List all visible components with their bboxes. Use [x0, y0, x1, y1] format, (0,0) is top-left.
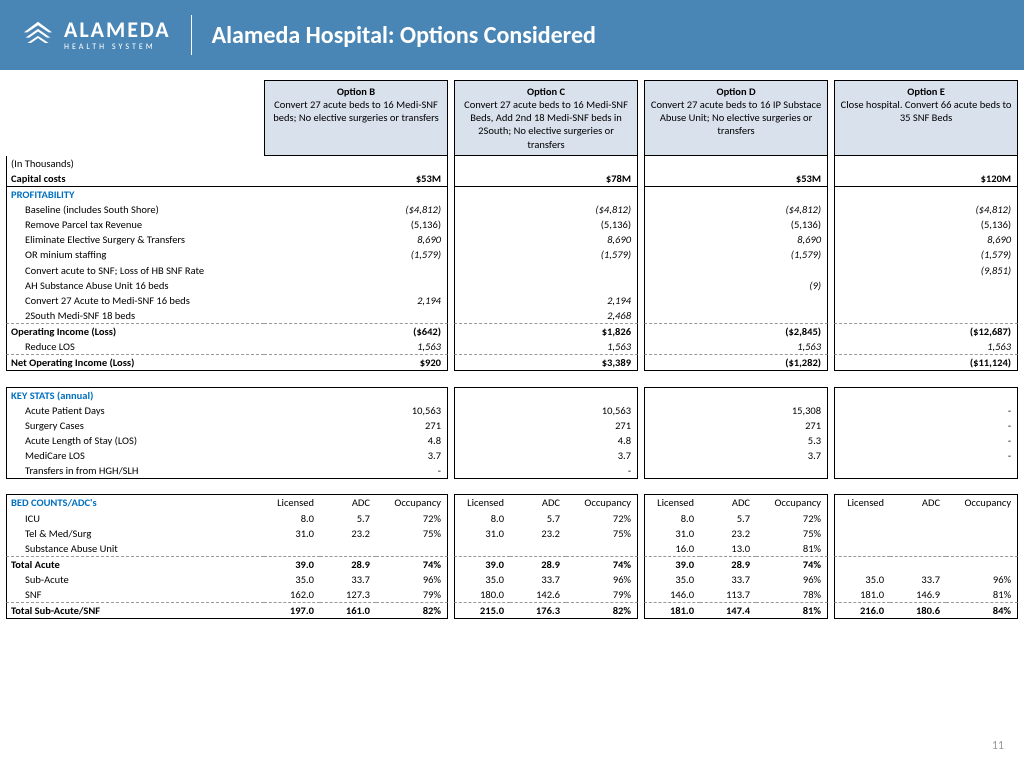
- ah-sub-row: AH Substance Abuse Unit 16 beds: [6, 278, 264, 293]
- netop-row: Net Operating Income (Loss): [6, 355, 264, 371]
- brand-logo: ALAMEDA HEALTH SYSTEM: [20, 19, 171, 51]
- option-c-header: Option CConvert 27 acute beds to 16 Medi…: [454, 80, 638, 156]
- tms-row: Tel & Med/Surg: [6, 526, 264, 541]
- transfers-row: Transfers in from HGH/SLH: [6, 463, 264, 479]
- conv27-row: Convert 27 Acute to Medi-SNF 16 beds: [6, 293, 264, 308]
- capital-costs: Capital costs: [6, 171, 264, 187]
- snf-row: SNF: [6, 587, 264, 603]
- content-area: Option BConvert 27 acute beds to 16 Medi…: [0, 70, 1024, 619]
- opinc-row: Operating Income (Loss): [6, 324, 264, 339]
- elective-row: Eliminate Elective Surgery & Transfers: [6, 232, 264, 247]
- option-d-header: Option DConvert 27 acute beds to 16 IP S…: [644, 80, 828, 156]
- parcel-row: Remove Parcel tax Revenue: [6, 217, 264, 232]
- ormin-row: OR minium staffing: [6, 247, 264, 262]
- units-label: (In Thousands): [6, 156, 264, 171]
- brand-sub: HEALTH SYSTEM: [64, 43, 171, 51]
- keystats-header: KEY STATS (annual): [6, 387, 264, 403]
- options-table: Option BConvert 27 acute beds to 16 Medi…: [6, 80, 1018, 619]
- reducelos-row: Reduce LOS: [6, 339, 264, 355]
- totsub-row: Total Sub-Acute/SNF: [6, 603, 264, 619]
- mlos-row: MediCare LOS: [6, 448, 264, 463]
- surg-row: Surgery Cases: [6, 418, 264, 433]
- convert-snf-row: Convert acute to SNF; Loss of HB SNF Rat…: [6, 263, 264, 278]
- brand-main: ALAMEDA: [64, 19, 171, 41]
- header-divider: [191, 15, 192, 55]
- subacute-row: Sub-Acute: [6, 572, 264, 587]
- icu-row: ICU: [6, 511, 264, 526]
- los-row: Acute Length of Stay (LOS): [6, 433, 264, 448]
- apd-row: Acute Patient Days: [6, 403, 264, 418]
- page-number: 11: [992, 739, 1004, 753]
- option-e-header: Option EClose hospital. Convert 66 acute…: [834, 80, 1018, 156]
- totacute-row: Total Acute: [6, 557, 264, 572]
- slide-title: Alameda Hospital: Options Considered: [212, 21, 596, 50]
- bedcounts-header: BED COUNTS/ADC's: [6, 494, 264, 510]
- baseline-row: Baseline (includes South Shore): [6, 202, 264, 217]
- header-bar: ALAMEDA HEALTH SYSTEM Alameda Hospital: …: [0, 0, 1024, 70]
- option-b-header: Option BConvert 27 acute beds to 16 Medi…: [264, 80, 448, 156]
- south18-row: 2South Medi-SNF 18 beds: [6, 308, 264, 324]
- brand-icon: [20, 20, 56, 50]
- profitability-header: PROFITABILITY: [6, 187, 264, 202]
- sau-row: Substance Abuse Unit: [6, 541, 264, 557]
